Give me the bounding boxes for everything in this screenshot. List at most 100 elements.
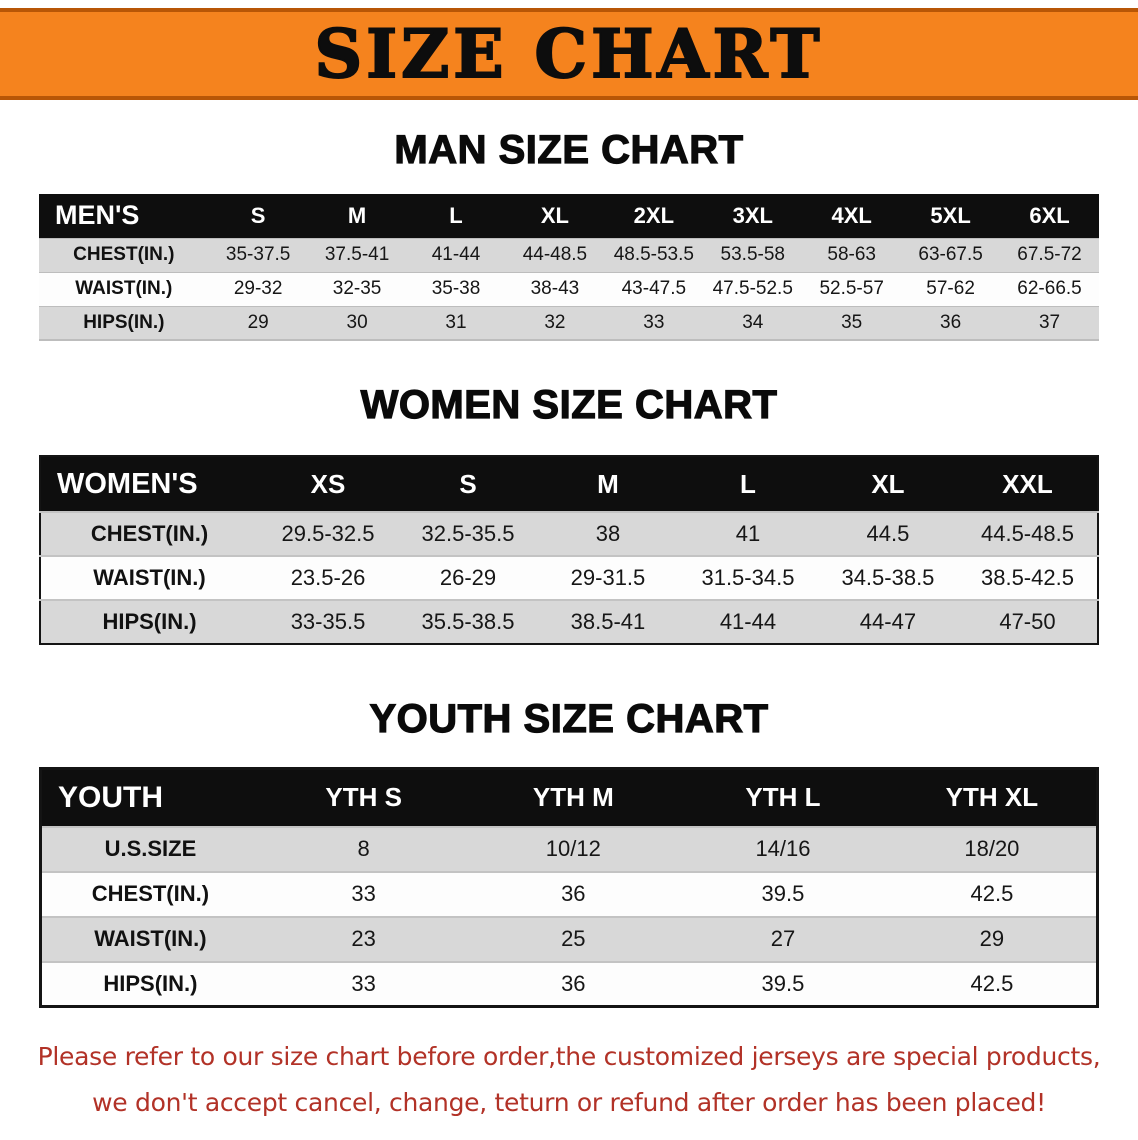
- measurement-value: 44-47: [859, 609, 917, 634]
- measurement-label: WAIST(IN.): [93, 565, 206, 590]
- measurement-value: 36: [561, 881, 586, 906]
- measurement-value: 42.5: [970, 970, 1014, 996]
- size-column-header: L: [449, 202, 463, 228]
- measurement-value: 67.5-72: [1017, 244, 1082, 265]
- measurement-value: 39.5: [761, 881, 805, 906]
- measurement-value: 58-63: [827, 244, 876, 265]
- measurement-row: HIPS(IN.) 33 36 39.5 42.5: [40, 961, 1098, 1007]
- size-column-header: YTH XL: [945, 782, 1039, 813]
- size-column-header: M: [597, 468, 619, 499]
- measurement-value: 23: [351, 926, 376, 951]
- disclaimer-line-2: we don't accept cancel, change, teturn o…: [92, 1088, 1046, 1117]
- table-category-header: MEN'S: [55, 200, 140, 231]
- measurement-value: 37: [1038, 311, 1061, 333]
- youth-section-title: YOUTH SIZE CHART: [369, 696, 769, 741]
- men-section-title: MAN SIZE CHART: [394, 127, 744, 172]
- measurement-value: 33: [351, 970, 376, 996]
- measurement-value: 63-67.5: [918, 244, 983, 265]
- measurement-value: 33: [351, 881, 376, 906]
- measurement-label: WAIST(IN.): [75, 278, 173, 299]
- measurement-label: WAIST(IN.): [94, 926, 207, 951]
- size-column-header: S: [459, 468, 477, 499]
- disclaimer: Please refer to our size chart before or…: [0, 1034, 1138, 1126]
- measurement-value: 43-47.5: [621, 278, 687, 299]
- measurement-value: 31.5-34.5: [701, 565, 795, 590]
- measurement-value: 41-44: [431, 244, 481, 265]
- measurement-value: 30: [346, 311, 368, 333]
- size-column-header: XS: [310, 468, 346, 499]
- measurement-row: WAIST(IN.) 23.5-26 26-29 29-31.5 31.5-34.5 34…: [40, 556, 1098, 600]
- youth-size-table: YOUTH YTH S YTH M YTH L YTH XL U.S.SIZE 8 10/1…: [39, 767, 1099, 1008]
- measurement-value: 34: [742, 311, 764, 333]
- size-column-header: L: [740, 468, 756, 499]
- measurement-label: HIPS(IN.): [103, 970, 198, 996]
- measurement-row: U.S.SIZE 8 10/12 14/16 18/20: [40, 826, 1098, 872]
- women-size-table: WOMEN'S XS S M L XL XXL CHEST(IN.) 29.5-32.5 32.…: [39, 455, 1099, 645]
- measurement-label: CHEST(IN.): [91, 881, 210, 906]
- youth-size-section: YOUTH SIZE CHART YOUTH YTH S YTH M YTH L YTH…: [0, 696, 1138, 1008]
- measurement-value: 32: [544, 311, 566, 333]
- size-column-header: 2XL: [633, 202, 675, 228]
- size-column-header: 5XL: [930, 202, 971, 228]
- measurement-value: 41-44: [719, 609, 777, 634]
- size-column-header: YTH L: [745, 782, 821, 813]
- measurement-value: 48.5-53.5: [613, 244, 694, 265]
- measurement-value: 33-35.5: [290, 609, 366, 634]
- measurement-value: 38-43: [530, 278, 580, 299]
- measurement-value: 32.5-35.5: [421, 521, 515, 546]
- measurement-value: 38.5-41: [570, 609, 646, 634]
- measurement-row: CHEST(IN.) 35-37.5 37.5-41 41-44 44-48.5 48.5…: [39, 238, 1099, 272]
- measurement-row: WAIST(IN.) 23 25 27 29: [40, 916, 1098, 962]
- measurement-value: 44-48.5: [522, 244, 588, 265]
- measurement-value: 14/16: [755, 836, 811, 861]
- measurement-value: 47-50: [999, 609, 1056, 634]
- measurement-value: 29.5-32.5: [281, 521, 375, 546]
- measurement-value: 27: [770, 926, 796, 951]
- measurement-value: 44.5: [866, 521, 910, 546]
- men-size-table: MEN'S S M L XL 2XL 3XL 4XL 5XL 6XL CHEST(IN.) 35-3…: [39, 194, 1099, 341]
- measurement-value: 35-38: [431, 278, 481, 299]
- measurement-row: HIPS(IN.) 29 30 31 32 33 34 35 36 37: [39, 306, 1099, 340]
- table-category-header: WOMEN'S: [57, 467, 198, 500]
- measurement-value: 35-37.5: [225, 244, 291, 265]
- measurement-value: 35: [841, 311, 863, 333]
- measurement-value: 29-32: [233, 278, 283, 299]
- size-column-header: 6XL: [1029, 202, 1070, 228]
- size-column-header: M: [347, 202, 367, 228]
- size-column-header: S: [250, 202, 266, 228]
- measurement-row: WAIST(IN.) 29-32 32-35 35-38 38-43 43-47.5 47.…: [39, 272, 1099, 306]
- measurement-label: CHEST(IN.): [90, 521, 209, 546]
- table-header-row: MEN'S S M L XL 2XL 3XL 4XL 5XL 6XL: [39, 194, 1099, 238]
- measurement-value: 8: [357, 836, 370, 861]
- measurement-row: CHEST(IN.) 33 36 39.5 42.5: [40, 871, 1098, 917]
- disclaimer-line-1: Please refer to our size chart before or…: [37, 1042, 1101, 1071]
- size-column-header: XL: [871, 468, 905, 499]
- measurement-value: 62-66.5: [1017, 278, 1082, 299]
- page-title: SIZE CHART: [314, 15, 824, 93]
- measurement-value: 52.5-57: [819, 278, 884, 299]
- size-column-header: 4XL: [831, 202, 872, 228]
- size-column-header: XL: [540, 202, 569, 228]
- measurement-label: CHEST(IN.): [73, 244, 175, 265]
- measurement-value: 23.5-26: [290, 565, 366, 590]
- measurement-value: 41: [735, 521, 761, 546]
- measurement-value: 44.5-48.5: [980, 521, 1074, 546]
- measurement-value: 10/12: [545, 836, 601, 861]
- size-chart-page: SIZE CHART MAN SIZE CHART MEN'S S M L XL 2XL 3…: [0, 8, 1138, 1126]
- measurement-value: 37.5-41: [324, 244, 390, 265]
- measurement-value: 38.5-42.5: [980, 565, 1074, 590]
- table-header-row: WOMEN'S XS S M L XL XXL: [40, 456, 1098, 512]
- size-column-header: 3XL: [732, 202, 773, 228]
- measurement-row: CHEST(IN.) 29.5-32.5 32.5-35.5 38 41 44.5 44.5…: [40, 512, 1098, 556]
- measurement-value: 32-35: [332, 278, 382, 299]
- measurement-value: 31: [445, 311, 467, 333]
- measurement-label: HIPS(IN.): [83, 311, 165, 333]
- measurement-value: 53.5-58: [720, 244, 785, 265]
- measurement-value: 18/20: [964, 836, 1020, 861]
- size-column-header: YTH S: [325, 782, 402, 813]
- measurement-value: 29: [247, 311, 269, 333]
- measurement-value: 57-62: [926, 278, 975, 299]
- measurement-row: HIPS(IN.) 33-35.5 35.5-38.5 38.5-41 41-44 44-…: [40, 600, 1098, 644]
- measurement-value: 33: [643, 311, 665, 333]
- table-header-row: YOUTH YTH S YTH M YTH L YTH XL: [40, 768, 1098, 827]
